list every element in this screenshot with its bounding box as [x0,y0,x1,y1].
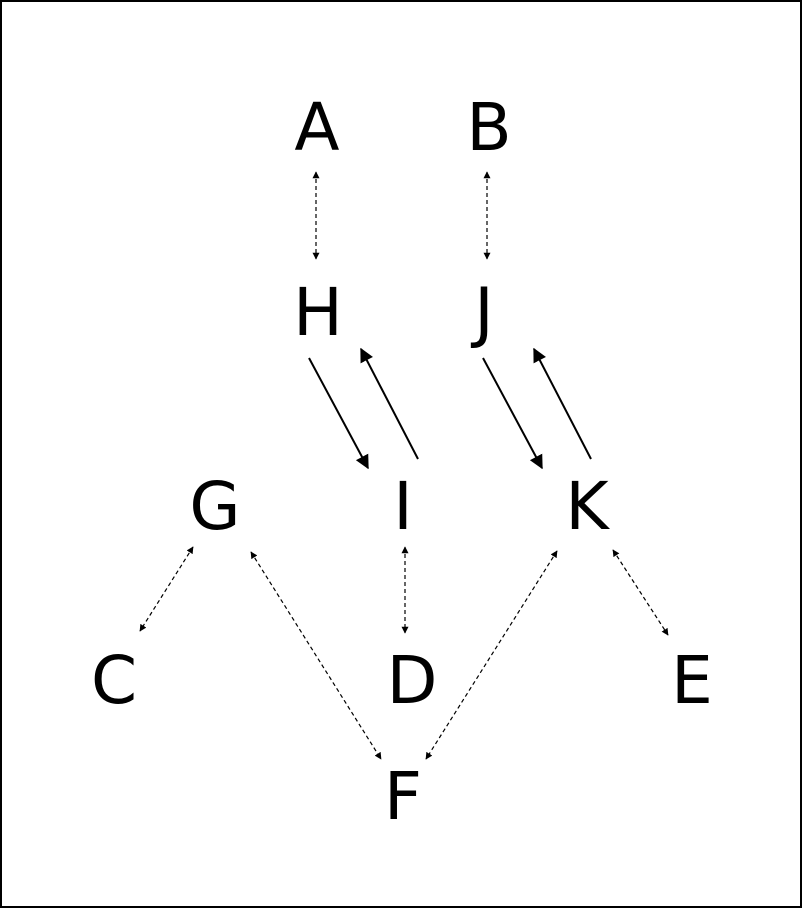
edge-k-e [612,549,669,636]
edge-j-k [482,357,543,470]
node-k: K [565,468,610,545]
node-j: J [470,274,493,351]
node-b: B [466,89,511,166]
node-e: E [671,642,713,719]
node-h: H [293,274,343,351]
node-g: G [189,468,240,545]
edge-k-j [533,347,592,460]
edge-h-i [308,357,369,470]
node-d: D [387,642,438,719]
edge-i-h [360,347,419,460]
node-i: I [393,468,412,545]
node-f: F [384,758,422,835]
nodes-layer: A B H J G I K C D E F [91,89,713,835]
edge-g-c [139,546,194,632]
edges-layer [139,171,669,760]
node-c: C [91,642,137,719]
edge-g-f [250,551,382,760]
node-a: A [294,89,339,166]
edge-k-f [425,550,558,760]
